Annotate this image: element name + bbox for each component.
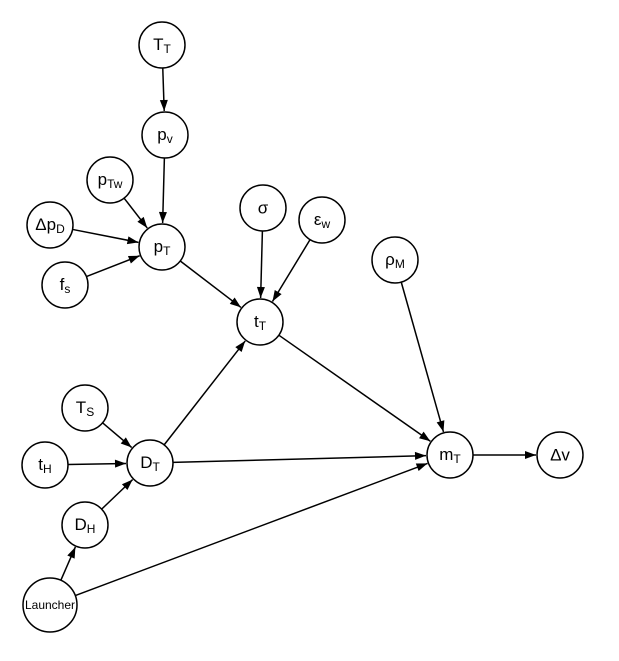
arrowhead-sigma-tT: [257, 287, 265, 298]
node-tH: tH: [22, 442, 68, 488]
node-label-dv: Δv: [550, 445, 570, 464]
node-DT: DT: [127, 440, 173, 486]
node-rhoM: ρM: [372, 237, 418, 283]
arrowhead-tT-mT: [419, 432, 430, 442]
arrowhead-ew-tT: [272, 290, 281, 301]
arrowhead-DT-tT: [235, 341, 245, 352]
arrowhead-pTw-pT: [137, 217, 147, 228]
arrowhead-tH-DT: [115, 460, 126, 468]
edges-layer: [61, 68, 536, 596]
arrowhead-pv-pT: [159, 212, 167, 223]
edge-DT-mT: [173, 456, 426, 463]
node-pTw: pTw: [87, 157, 133, 203]
node-pv: pv: [142, 112, 188, 158]
edge-tT-mT: [279, 335, 430, 441]
arrowhead-Launcher-DH: [67, 547, 75, 559]
node-DH: DH: [62, 502, 108, 548]
edge-DT-tT: [164, 341, 245, 445]
node-label-sigma: σ: [258, 198, 269, 217]
node-tT: tT: [237, 299, 283, 345]
node-mT: mT: [427, 432, 473, 478]
arrowhead-dpD-pT: [127, 236, 139, 244]
dependency-graph: TT pvpTw ΔpD fs pT σ εwρM tT TS tH DT DH Launcher mT Δ…: [0, 0, 619, 661]
node-dpD: ΔpD: [27, 202, 73, 248]
arrowhead-pT-tT: [230, 298, 241, 308]
node-TT: TT: [139, 22, 185, 68]
node-sigma: σ: [240, 185, 286, 231]
arrowhead-Launcher-mT: [416, 463, 428, 471]
node-fs: fs: [42, 262, 88, 308]
arrowhead-TT-pv: [160, 100, 168, 111]
edge-pT-tT: [180, 261, 241, 307]
arrowhead-rhoM-mT: [437, 420, 445, 432]
node-Launcher: Launcher: [23, 578, 77, 632]
node-ew: εw: [299, 197, 345, 243]
node-label-Launcher: Launcher: [25, 598, 75, 612]
arrowhead-fs-pT: [128, 256, 140, 264]
arrowhead-mT-dv: [525, 451, 536, 459]
node-dv: Δv: [537, 432, 583, 478]
node-pT: pT: [139, 224, 185, 270]
edge-rhoM-mT: [401, 282, 443, 432]
node-TS: TS: [62, 385, 108, 431]
nodes-layer: TT pvpTw ΔpD fs pT σ εwρM tT TS tH DT DH Launcher mT Δ…: [22, 22, 583, 632]
arrowhead-DT-mT: [415, 452, 426, 460]
